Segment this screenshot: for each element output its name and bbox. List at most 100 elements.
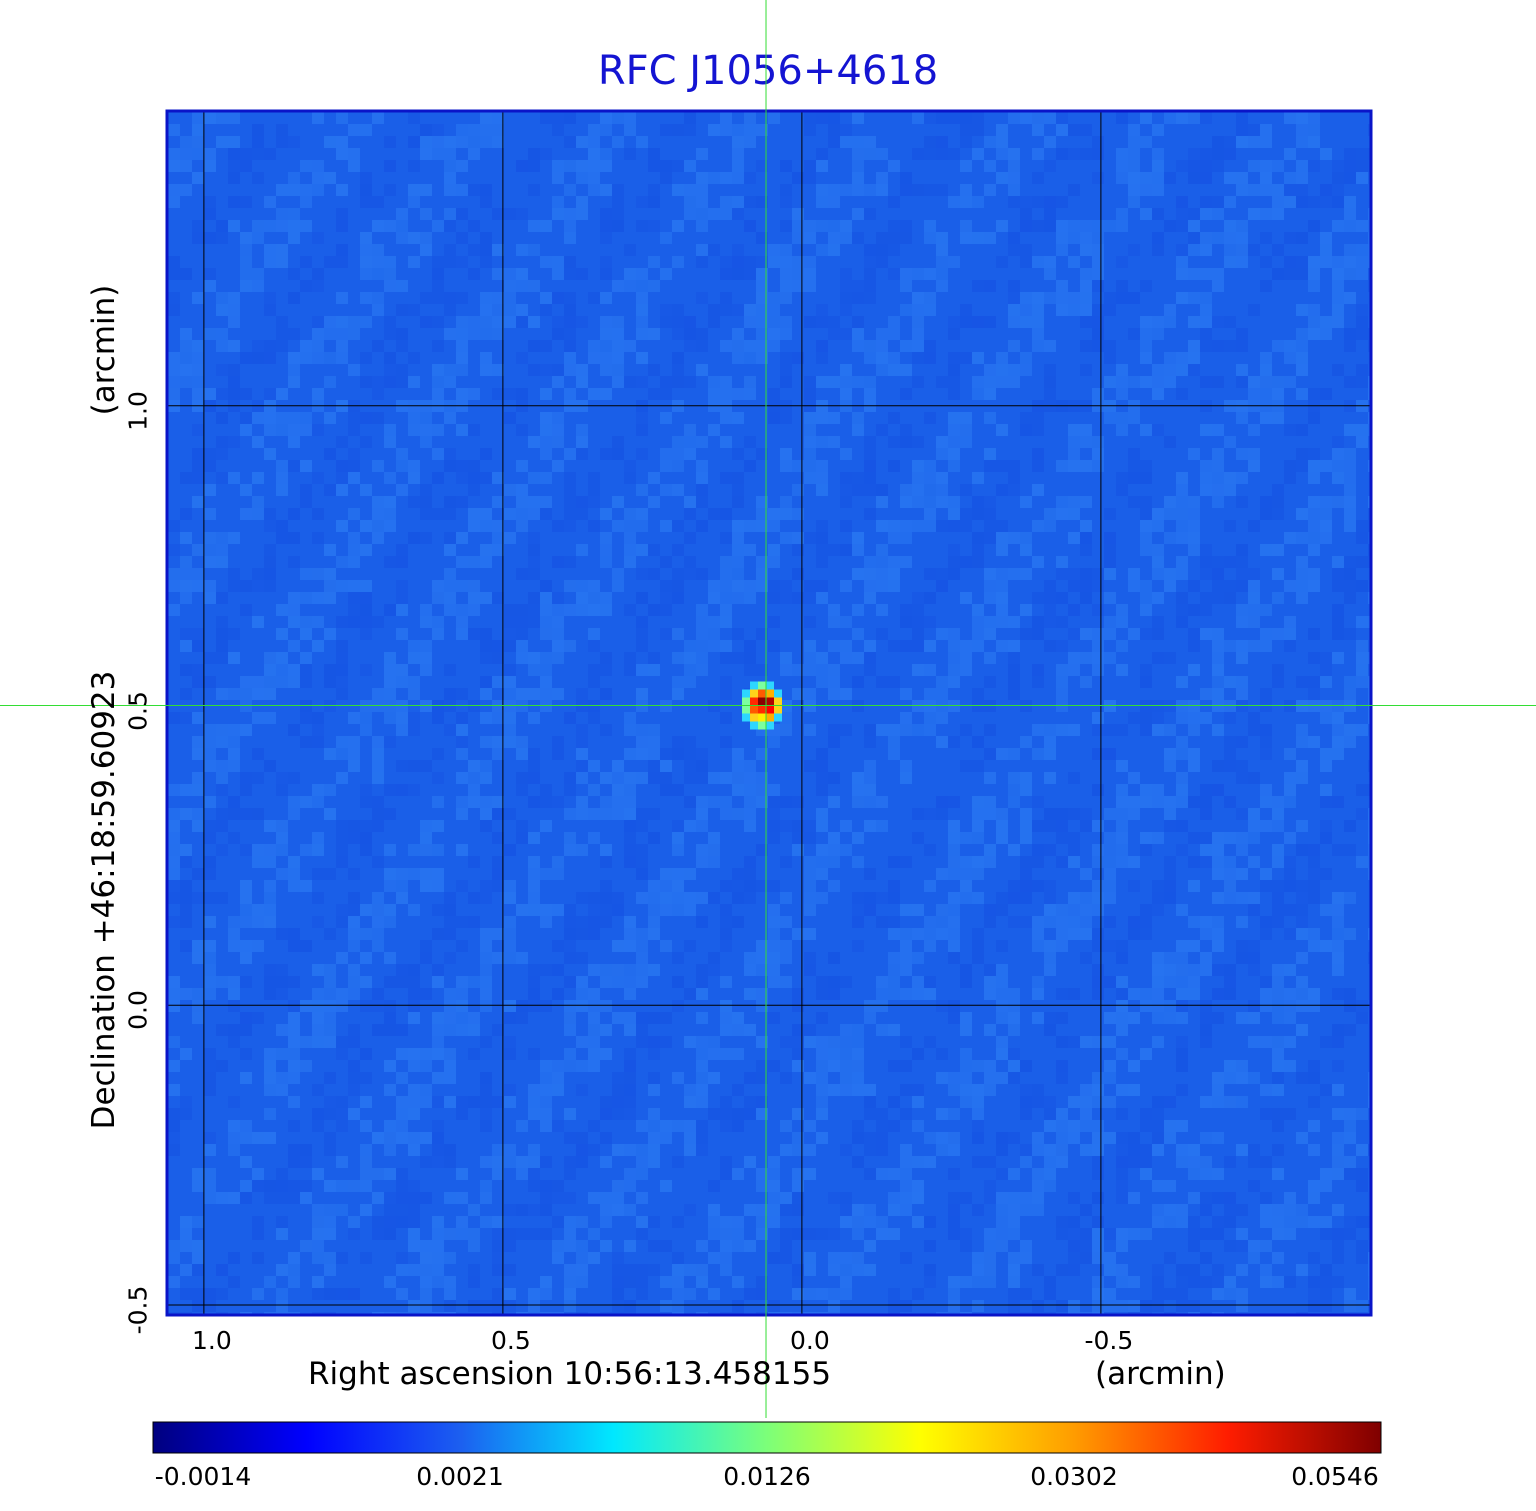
noise-pixel — [1152, 568, 1164, 580]
noise-pixel — [324, 448, 336, 460]
noise-pixel — [1248, 1144, 1260, 1156]
noise-pixel — [1032, 988, 1044, 1000]
noise-pixel — [648, 1108, 660, 1120]
noise-pixel — [720, 592, 732, 604]
noise-pixel — [432, 124, 444, 136]
noise-pixel — [1284, 1036, 1296, 1048]
noise-pixel — [1200, 244, 1212, 256]
noise-pixel — [1224, 556, 1236, 568]
noise-pixel — [312, 1228, 324, 1240]
noise-pixel — [564, 1048, 576, 1060]
noise-pixel — [984, 532, 996, 544]
noise-pixel — [948, 364, 960, 376]
noise-pixel — [672, 1156, 684, 1168]
noise-pixel — [576, 1132, 588, 1144]
noise-pixel — [804, 124, 816, 136]
noise-pixel — [1008, 664, 1020, 676]
noise-pixel — [336, 148, 348, 160]
noise-pixel — [1320, 232, 1332, 244]
noise-pixel — [1092, 316, 1104, 328]
noise-pixel — [1200, 208, 1212, 220]
noise-pixel — [948, 556, 960, 568]
noise-pixel — [1308, 736, 1320, 748]
noise-pixel — [1152, 616, 1164, 628]
noise-pixel — [1020, 1240, 1032, 1252]
source-pixel — [742, 705, 751, 714]
noise-pixel — [168, 160, 180, 172]
noise-pixel — [864, 1096, 876, 1108]
noise-pixel — [936, 580, 948, 592]
noise-pixel — [1308, 1276, 1320, 1288]
noise-pixel — [936, 232, 948, 244]
noise-pixel — [324, 592, 336, 604]
noise-pixel — [564, 832, 576, 844]
noise-pixel — [552, 748, 564, 760]
noise-pixel — [696, 340, 708, 352]
noise-pixel — [984, 724, 996, 736]
noise-pixel — [528, 1300, 540, 1312]
noise-pixel — [552, 736, 564, 748]
noise-pixel — [852, 484, 864, 496]
noise-pixel — [864, 1132, 876, 1144]
noise-pixel — [684, 208, 696, 220]
noise-pixel — [1152, 904, 1164, 916]
noise-pixel — [1152, 952, 1164, 964]
noise-pixel — [336, 136, 348, 148]
noise-pixel — [276, 664, 288, 676]
noise-pixel — [1320, 1276, 1332, 1288]
noise-pixel — [1116, 1000, 1128, 1012]
noise-pixel — [228, 340, 240, 352]
noise-pixel — [900, 436, 912, 448]
noise-pixel — [180, 1228, 192, 1240]
noise-pixel — [948, 388, 960, 400]
noise-pixel — [480, 988, 492, 1000]
noise-pixel — [924, 148, 936, 160]
noise-pixel — [432, 268, 444, 280]
noise-pixel — [924, 976, 936, 988]
noise-pixel — [1176, 268, 1188, 280]
noise-pixel — [696, 520, 708, 532]
noise-pixel — [1092, 1216, 1104, 1228]
noise-pixel — [648, 1072, 660, 1084]
noise-pixel — [876, 676, 888, 688]
noise-pixel — [960, 976, 972, 988]
noise-pixel — [1200, 688, 1212, 700]
noise-pixel — [936, 112, 948, 124]
noise-pixel — [732, 136, 744, 148]
noise-pixel — [1164, 820, 1176, 832]
noise-pixel — [1320, 244, 1332, 256]
noise-pixel — [432, 1228, 444, 1240]
noise-pixel — [420, 1300, 432, 1312]
noise-pixel — [1344, 496, 1356, 508]
noise-pixel — [972, 280, 984, 292]
noise-pixel — [504, 676, 516, 688]
noise-pixel — [912, 292, 924, 304]
noise-pixel — [1188, 448, 1200, 460]
noise-pixel — [264, 556, 276, 568]
noise-pixel — [1152, 556, 1164, 568]
noise-pixel — [768, 1012, 780, 1024]
noise-pixel — [672, 784, 684, 796]
noise-pixel — [324, 1312, 336, 1314]
noise-pixel — [1008, 676, 1020, 688]
noise-pixel — [180, 592, 192, 604]
noise-pixel — [1176, 520, 1188, 532]
noise-pixel — [1068, 1036, 1080, 1048]
noise-pixel — [696, 616, 708, 628]
noise-pixel — [888, 520, 900, 532]
noise-pixel — [516, 1120, 528, 1132]
noise-pixel — [516, 460, 528, 472]
noise-pixel — [288, 460, 300, 472]
noise-pixel — [564, 808, 576, 820]
noise-pixel — [744, 964, 756, 976]
noise-pixel — [792, 1144, 804, 1156]
noise-pixel — [696, 976, 708, 988]
noise-pixel — [1356, 1168, 1368, 1180]
noise-pixel — [1032, 460, 1044, 472]
noise-pixel — [888, 160, 900, 172]
noise-pixel — [288, 928, 300, 940]
noise-pixel — [1212, 892, 1224, 904]
noise-pixel — [660, 760, 672, 772]
noise-pixel — [804, 1252, 816, 1264]
noise-pixel — [492, 1144, 504, 1156]
